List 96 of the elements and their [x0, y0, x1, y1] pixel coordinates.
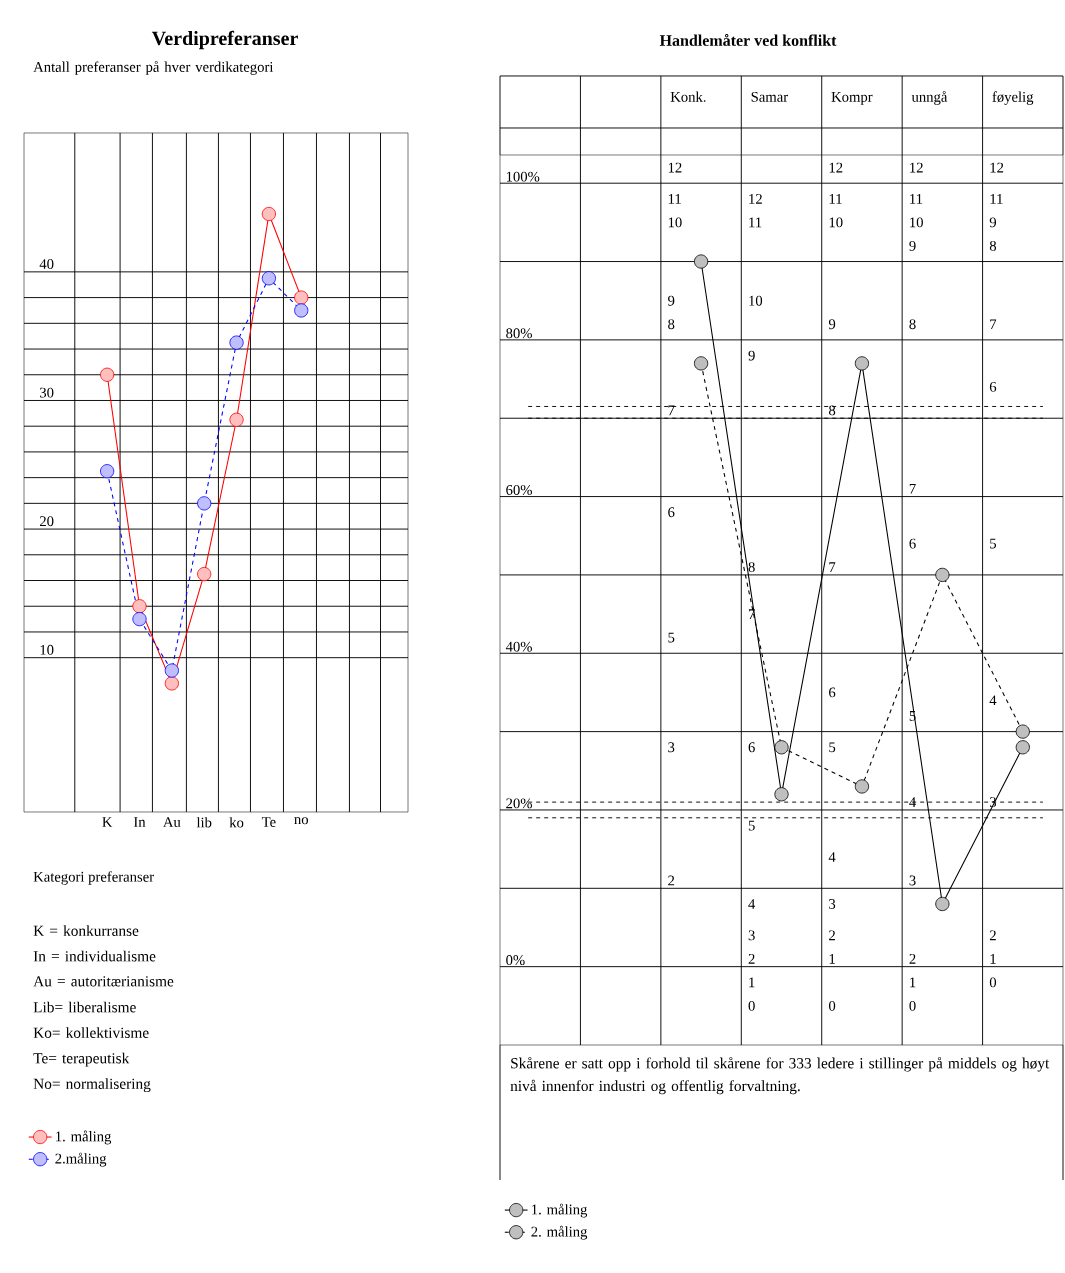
x-tick-label: Konk. — [670, 91, 706, 102]
annotation: 4 — [909, 797, 916, 807]
annotation: 3 — [909, 875, 916, 886]
y-tick-label: 10 — [40, 644, 54, 655]
annotation: 11 — [990, 194, 1003, 204]
annotation: 9 — [828, 319, 836, 330]
annotation: 2 — [989, 930, 996, 941]
annotation: 0 — [828, 1000, 836, 1011]
annotation: 8 — [989, 240, 997, 251]
x-axis-title: Kategori preferanser — [33, 871, 154, 885]
annotation: 5 — [668, 632, 675, 643]
legend-label: 2.måling — [55, 1152, 107, 1167]
y-tick-label: 20% — [506, 798, 532, 809]
y-tick-label: 30 — [40, 387, 54, 398]
annotation: 2 — [748, 953, 755, 964]
annotation: 7 — [909, 483, 916, 494]
annotation: 8 — [828, 405, 836, 416]
annotation: 11 — [910, 194, 923, 204]
annotation: 2 — [829, 930, 835, 941]
annotation: 10 — [668, 217, 682, 228]
annotation: 6 — [668, 507, 675, 518]
annotation: 4 — [989, 695, 997, 706]
y-tick-label: 100% — [506, 171, 540, 182]
annotation: 9 — [909, 240, 916, 251]
annotation: 8 — [909, 319, 916, 330]
x-tick-label: unngå — [911, 91, 948, 105]
chart-title: Verdipreferanser — [151, 30, 298, 50]
x-tick-label: føyelig — [992, 91, 1034, 105]
text: Au = autoritærianisme — [33, 976, 174, 987]
annotation: 3 — [829, 899, 836, 909]
legend-label: 1. måling — [532, 1203, 588, 1218]
x-tick-label: no — [294, 817, 309, 825]
text: Skårene er satt opp i forhold til skårene for 333 ledere i stillinger på middels og høyt nivå innenfor industri og offentlig forvaltning. — [510, 1057, 1050, 1095]
annotation: 1 — [910, 977, 916, 988]
annotation: 8 — [748, 562, 755, 573]
annotation: 2 — [668, 875, 675, 886]
annotation: 10 — [829, 217, 843, 228]
annotation: 11 — [829, 194, 842, 204]
annotation: 6 — [748, 742, 755, 753]
annotation: 8 — [668, 319, 675, 330]
text: Ko= kollektivisme — [33, 1027, 149, 1038]
annotation: 6 — [989, 381, 997, 392]
annotation: 3 — [748, 930, 755, 941]
text: Te= terapeutisk — [33, 1052, 130, 1067]
annotation: 10 — [910, 217, 923, 228]
x-tick-label: Au — [163, 817, 181, 827]
annotation: 6 — [909, 538, 916, 549]
annotation: 7 — [668, 405, 675, 416]
annotation: 4 — [748, 899, 756, 909]
annotation: 5 — [829, 742, 836, 753]
text: Lib= liberalisme — [33, 1001, 136, 1013]
annotation: 12 — [990, 162, 1004, 173]
annotation: 6 — [829, 687, 836, 698]
y-tick-label: 20 — [39, 516, 54, 527]
y-tick-label: 40% — [505, 641, 532, 652]
annotation: 10 — [749, 295, 763, 306]
annotation: 9 — [668, 295, 675, 306]
annotation: 2 — [909, 953, 916, 964]
text: No= normalisering — [33, 1078, 151, 1093]
annotation: 7 — [829, 562, 836, 572]
y-tick-label: 80% — [506, 328, 532, 339]
x-tick-label: lib — [196, 817, 212, 828]
text: In = individualisme — [33, 950, 156, 962]
annotation: 11 — [668, 194, 681, 204]
y-tick-label: 0% — [506, 955, 525, 966]
chart-title: Handlemåter ved konflikt — [659, 34, 837, 46]
annotation: 1 — [829, 953, 835, 964]
annotation: 1 — [990, 953, 996, 964]
x-tick-label: In — [133, 817, 146, 827]
annotation: 3 — [668, 742, 675, 753]
annotation: 12 — [668, 162, 682, 173]
annotation: 9 — [989, 217, 996, 228]
x-tick-label: Te — [261, 817, 276, 827]
annotation: 0 — [909, 1000, 916, 1011]
y-tick-label: 60% — [506, 485, 532, 495]
y-axis-title: Antall preferanser på hver verdikategori — [33, 61, 274, 75]
x-tick-label: Samar — [751, 91, 788, 102]
annotation: 0 — [748, 1000, 755, 1011]
x-tick-label: ko — [229, 817, 244, 828]
annotation: 5 — [990, 538, 997, 549]
annotation: 7 — [990, 319, 997, 330]
annotation: 12 — [749, 194, 762, 204]
annotation: 12 — [910, 162, 923, 173]
y-tick-label: 40 — [39, 259, 54, 269]
annotation: 9 — [748, 350, 755, 361]
annotation: 11 — [749, 217, 762, 228]
x-tick-label: K — [102, 817, 113, 827]
x-tick-label: Kompr — [831, 92, 873, 105]
legend-label: 1. måling — [56, 1130, 112, 1145]
annotation: 0 — [989, 977, 997, 988]
annotation: 1 — [749, 977, 755, 988]
legend-label: 2. måling — [531, 1225, 588, 1240]
annotation: 4 — [828, 852, 836, 862]
text: K = konkurranse — [33, 925, 139, 936]
annotation: 12 — [829, 162, 843, 173]
annotation: 5 — [748, 820, 755, 831]
